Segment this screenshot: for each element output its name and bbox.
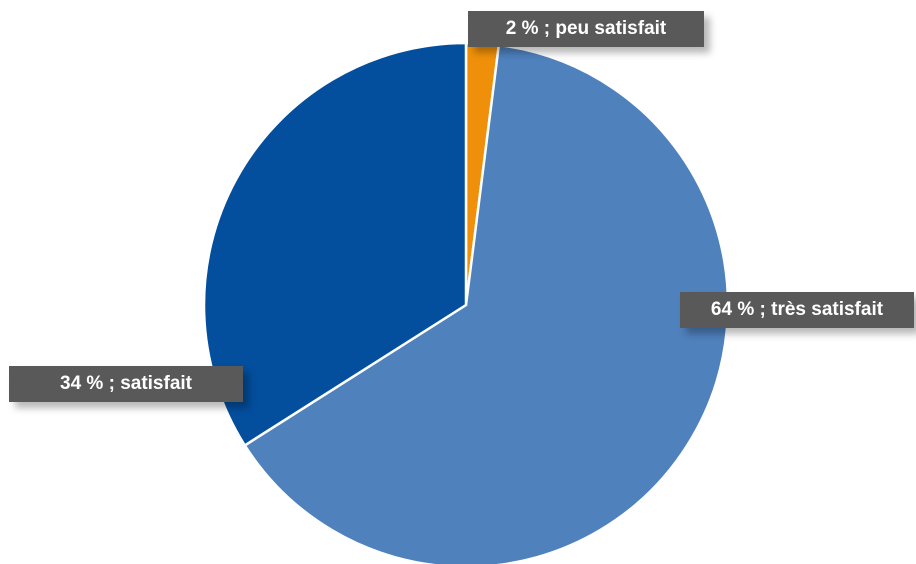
- data-label-tres-satisfait: 64 % ; très satisfait: [680, 292, 914, 328]
- data-label-satisfait: 34 % ; satisfait: [9, 366, 243, 402]
- slice-tres-satisfait: [243, 43, 730, 564]
- pie-slices: [202, 41, 730, 564]
- data-label-peu-satisfait: 2 % ; peu satisfait: [468, 11, 704, 47]
